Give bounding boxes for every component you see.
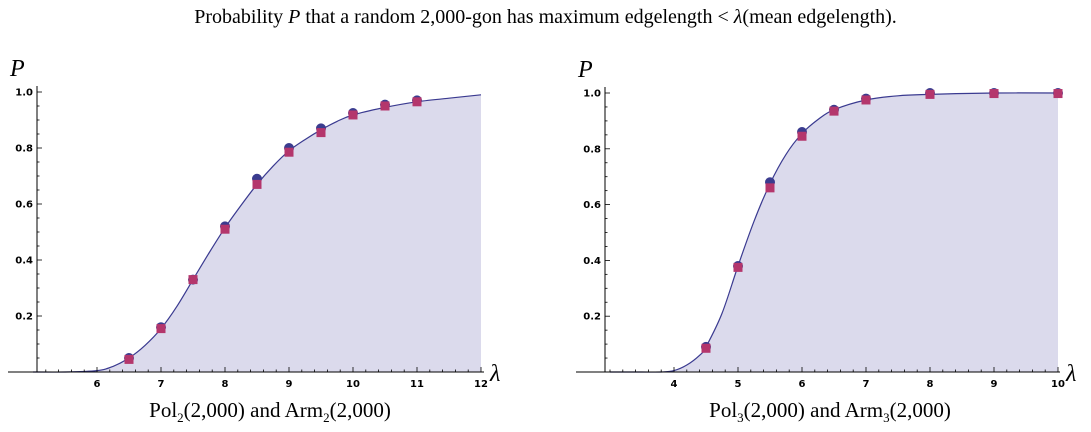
y-tick-label: 1.0 bbox=[15, 88, 33, 99]
chart-left: 6 7 8 9 10 11 12 0.2 0.4 0.6 0.8 1.0 Pλ bbox=[8, 56, 500, 390]
y-tick-label: 0.6 bbox=[583, 200, 601, 211]
y-tick-label: 0.2 bbox=[15, 312, 33, 323]
arm-point bbox=[701, 343, 711, 353]
arm-point bbox=[188, 275, 198, 285]
y-tick-label: 0.2 bbox=[583, 312, 601, 323]
figure-title: Probability P that a random 2,000-gon ha… bbox=[0, 6, 1091, 29]
y-tick-label: 0.8 bbox=[583, 144, 601, 155]
arm-point bbox=[412, 97, 422, 107]
arm-point bbox=[348, 110, 358, 120]
arm-point bbox=[124, 354, 134, 364]
x-tick-label: 9 bbox=[991, 379, 998, 390]
arm-point bbox=[829, 106, 839, 116]
y-axis-label: P bbox=[577, 57, 593, 83]
area-under-curve bbox=[33, 94, 481, 373]
arm-point bbox=[284, 147, 294, 157]
arm-point bbox=[316, 128, 326, 138]
x-tick-label: 4 bbox=[671, 379, 678, 390]
x-tick-label: 8 bbox=[927, 379, 934, 390]
arm-point bbox=[925, 89, 935, 99]
x-tick-label: 12 bbox=[474, 379, 488, 390]
x-tick-label: 6 bbox=[94, 379, 101, 390]
y-tick-label: 0.4 bbox=[583, 256, 601, 267]
title-symbol-lambda: λ bbox=[733, 6, 743, 28]
chart-right: 4 5 6 7 8 9 10 0.2 0.4 0.6 0.8 1.0 Pλ bbox=[576, 57, 1076, 390]
area-under-curve bbox=[610, 93, 1058, 372]
x-tick-label: 6 bbox=[799, 379, 806, 390]
caption-left: Pol2(2,000) and Arm2(2,000) bbox=[149, 398, 391, 426]
x-axis-label: λ bbox=[489, 361, 500, 387]
arm-point bbox=[156, 324, 166, 334]
arm-point bbox=[797, 131, 807, 141]
arm-point bbox=[989, 89, 999, 99]
arm-point bbox=[733, 262, 743, 272]
title-middle: that a random 2,000-gon has maximum edge… bbox=[300, 6, 734, 28]
title-symbol-p: P bbox=[288, 6, 301, 28]
x-tick-label: 8 bbox=[222, 379, 229, 390]
y-axis-label: P bbox=[9, 56, 25, 82]
title-prefix: Probability bbox=[194, 6, 289, 28]
x-tick-label: 10 bbox=[346, 379, 360, 390]
x-tick-label: 11 bbox=[410, 379, 424, 390]
arm-point bbox=[220, 224, 230, 234]
x-tick-label: 7 bbox=[158, 379, 165, 390]
arm-point bbox=[1053, 89, 1063, 99]
x-tick-label: 9 bbox=[286, 379, 293, 390]
x-axis-label: λ bbox=[1065, 361, 1076, 387]
title-suffix: (mean edgelength). bbox=[742, 6, 897, 28]
arm-point bbox=[252, 179, 262, 189]
cdf-curve bbox=[610, 92, 1059, 373]
y-tick-label: 0.6 bbox=[15, 200, 33, 211]
y-tick-label: 1.0 bbox=[583, 89, 601, 100]
arm-point bbox=[861, 95, 871, 105]
x-tick-label: 5 bbox=[735, 379, 742, 390]
caption-right: Pol3(2,000) and Arm3(2,000) bbox=[709, 398, 951, 426]
arm-point bbox=[765, 183, 775, 193]
cdf-curve bbox=[32, 94, 482, 373]
arm-point bbox=[380, 101, 390, 111]
y-tick-label: 0.4 bbox=[15, 256, 33, 267]
x-tick-label: 7 bbox=[863, 379, 870, 390]
y-tick-label: 0.8 bbox=[15, 144, 33, 155]
x-tick-label: 10 bbox=[1051, 379, 1065, 390]
